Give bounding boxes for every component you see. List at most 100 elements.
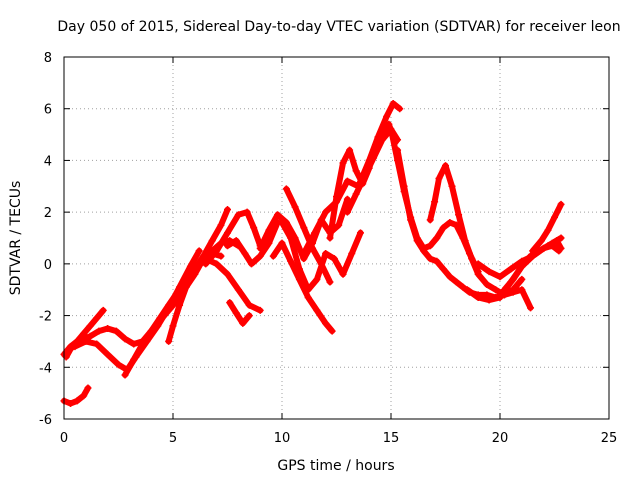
data-point <box>496 273 504 281</box>
x-tick-label: 25 <box>601 431 618 446</box>
data-point <box>112 327 120 335</box>
data-point <box>274 211 282 219</box>
data-point <box>463 286 471 294</box>
data-point <box>234 286 242 294</box>
data-point <box>326 234 334 242</box>
data-point <box>435 175 443 183</box>
data-point <box>86 322 94 330</box>
data-point <box>518 262 526 270</box>
data-point <box>352 167 360 175</box>
data-point <box>217 252 225 260</box>
data-point <box>346 146 354 154</box>
data-point <box>378 128 386 136</box>
data-point <box>95 327 103 335</box>
data-point <box>256 306 264 314</box>
data-point <box>269 252 277 260</box>
data-point <box>282 185 290 193</box>
data-point <box>496 293 504 301</box>
data-point <box>468 255 476 263</box>
x-tick-label: 5 <box>169 431 177 446</box>
data-point <box>295 265 303 273</box>
data-point <box>213 247 221 255</box>
data-point <box>328 327 336 335</box>
data-point <box>343 195 351 203</box>
data-point <box>224 242 231 250</box>
data-point <box>500 286 508 294</box>
data-point <box>474 293 482 301</box>
data-point <box>86 332 94 340</box>
data-point <box>339 270 347 278</box>
data-point <box>333 193 340 201</box>
series-sat-l <box>269 239 336 335</box>
data-point <box>474 260 482 268</box>
data-point <box>407 216 415 224</box>
data-point <box>213 260 221 268</box>
data-point <box>537 237 545 245</box>
data-point <box>67 399 75 407</box>
data-point <box>455 211 463 219</box>
data-point <box>278 218 286 226</box>
data-point <box>439 224 447 232</box>
data-point <box>300 250 308 258</box>
data-point <box>176 301 184 309</box>
data-point <box>195 247 203 255</box>
series-trace <box>202 255 264 314</box>
data-point <box>250 224 258 232</box>
data-point <box>557 234 565 242</box>
data-point <box>322 319 330 327</box>
data-point <box>265 226 273 234</box>
data-point <box>224 229 231 237</box>
data-point <box>217 221 225 229</box>
data-point <box>343 177 351 185</box>
data-point <box>413 237 421 245</box>
data-point <box>518 286 526 294</box>
data-point <box>361 172 369 180</box>
data-point <box>121 335 129 343</box>
series-sat-x <box>529 200 565 255</box>
series-trace <box>283 185 333 285</box>
data-point <box>459 283 467 291</box>
data-point <box>130 356 138 364</box>
y-axis-label: SDTVAR / TECUs <box>8 181 24 296</box>
data-point <box>492 286 500 294</box>
data-point <box>433 257 441 265</box>
data-point <box>234 211 242 219</box>
series-sat-f <box>165 206 231 345</box>
series-sat-n <box>282 185 334 286</box>
data-point <box>256 252 264 260</box>
data-point <box>389 100 397 108</box>
data-point <box>509 286 517 294</box>
data-point <box>226 299 234 307</box>
data-point <box>313 306 321 314</box>
data-point <box>553 237 561 245</box>
data-point <box>527 304 535 312</box>
y-tick-label: 2 <box>44 206 52 221</box>
series-trace <box>501 237 564 293</box>
data-point <box>452 278 460 286</box>
data-point <box>304 293 312 301</box>
data-point <box>557 200 565 208</box>
data-point <box>378 136 386 144</box>
data-point <box>247 260 255 268</box>
data-point <box>84 384 92 392</box>
data-point <box>224 206 231 214</box>
data-point <box>348 250 356 258</box>
data-point <box>173 288 181 296</box>
data-point <box>544 226 552 234</box>
data-point <box>396 105 404 113</box>
data-point <box>256 244 264 252</box>
data-point <box>335 221 343 229</box>
plot-frame <box>63 56 610 420</box>
data-point <box>186 262 194 270</box>
data-point <box>208 237 216 245</box>
data-point <box>99 306 107 314</box>
data-point <box>461 237 469 245</box>
data-point <box>507 265 515 273</box>
data-series-layer <box>60 100 565 407</box>
data-point <box>147 327 155 335</box>
data-point <box>311 229 319 237</box>
data-point <box>527 252 535 260</box>
data-point <box>104 350 112 358</box>
data-point <box>232 237 240 245</box>
